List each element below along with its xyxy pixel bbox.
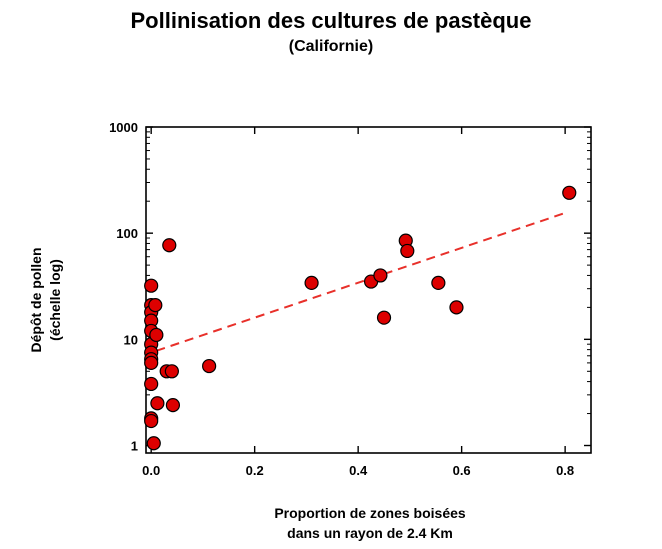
y-tick-label: 10	[124, 332, 138, 347]
y-axis-label-line-2: (échelle log)	[47, 259, 63, 341]
data-point	[304, 275, 319, 291]
x-tick-label: 0.6	[453, 463, 471, 478]
data-point	[376, 310, 392, 325]
data-point	[146, 436, 161, 451]
x-axis-label-line-2: dans un rayon de 2.4 Km	[287, 525, 453, 541]
x-tick-label: 0.4	[349, 463, 368, 478]
data-point	[562, 185, 577, 200]
y-tick-label: 100	[116, 226, 138, 241]
plot-frame	[145, 126, 592, 454]
data-point	[449, 300, 464, 315]
chart-title: Pollinisation des cultures de pastèque	[130, 8, 532, 33]
x-tick-label: 0.8	[556, 463, 574, 478]
x-axis-label-line-1: Proportion de zones boisées	[274, 505, 466, 521]
data-point	[144, 355, 159, 370]
axis-labels: Proportion de zones boisées dans un rayo…	[28, 248, 466, 542]
x-tick-label: 0.0	[142, 463, 160, 478]
data-point	[148, 298, 163, 313]
x-tick-label: 0.2	[246, 463, 264, 478]
data-point	[162, 238, 177, 253]
data-point	[144, 376, 159, 392]
data-point	[144, 413, 159, 429]
data-point	[149, 327, 164, 343]
data-points	[144, 185, 577, 451]
trend-line	[156, 212, 566, 352]
data-point	[373, 268, 388, 283]
data-point	[150, 396, 165, 411]
y-tick-label: 1	[131, 439, 138, 454]
chart-subtitle: (Californie)	[288, 38, 374, 55]
y-axis-label-line-1: Dépôt de pollen	[28, 248, 44, 353]
axes-layer: 0.0 0.2 0.4 0.6 0.8 1 10 100 1000	[109, 120, 592, 478]
data-point	[164, 364, 179, 379]
data-point	[400, 243, 415, 259]
data-point	[165, 398, 181, 413]
y-tick-label: 1000	[109, 120, 138, 135]
data-point	[144, 278, 159, 293]
data-point	[431, 275, 446, 291]
data-point	[202, 358, 217, 374]
